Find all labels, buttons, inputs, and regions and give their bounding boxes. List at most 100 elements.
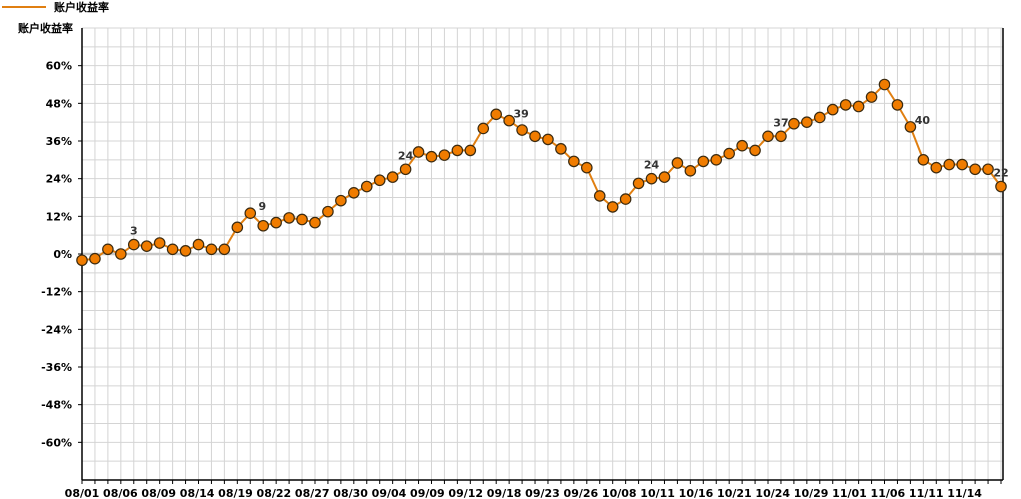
data-point	[89, 252, 101, 265]
data-point	[723, 147, 735, 160]
data-point	[982, 163, 994, 176]
data-point	[801, 116, 813, 128]
x-tick-label: 10/29	[794, 487, 829, 499]
x-tick-label: 11/11	[909, 487, 944, 499]
data-point	[205, 243, 218, 256]
x-tick-label: 08/22	[257, 487, 292, 499]
data-point	[348, 186, 360, 199]
data-point	[710, 154, 723, 166]
data-point	[826, 103, 839, 116]
y-tick-label: 48%	[46, 97, 72, 110]
data-label: 24	[398, 149, 414, 162]
x-tick-label: 09/18	[487, 487, 522, 499]
y-tick-label: -60%	[41, 436, 72, 449]
x-tick-label: 09/04	[372, 487, 407, 499]
data-point	[788, 117, 800, 130]
y-tick-label: -36%	[41, 361, 72, 374]
data-point	[516, 124, 528, 136]
data-point	[555, 143, 567, 155]
x-tick-label: 10/16	[679, 487, 714, 499]
x-tick-label: 09/26	[564, 487, 599, 499]
data-point	[762, 130, 774, 143]
data-point	[166, 243, 179, 256]
data-label: 40	[915, 114, 931, 127]
data-point	[179, 245, 192, 257]
data-point	[102, 243, 114, 256]
data-point	[115, 248, 127, 260]
data-point	[438, 149, 451, 161]
data-point	[606, 201, 619, 213]
data-point	[619, 193, 632, 205]
y-tick-label: 36%	[46, 135, 72, 148]
data-point	[749, 144, 761, 157]
data-point	[645, 172, 658, 185]
data-point	[542, 133, 554, 146]
data-point	[192, 238, 205, 251]
x-tick-label: 08/06	[103, 487, 138, 499]
data-point	[865, 91, 878, 103]
y-tick-label: -12%	[41, 286, 72, 299]
data-point	[451, 144, 464, 157]
data-point	[283, 212, 295, 224]
x-tick-label: 09/09	[410, 487, 445, 499]
y-tick-label: 24%	[46, 173, 72, 186]
y-axis-label: 账户收益率	[18, 22, 73, 35]
data-point	[270, 216, 282, 229]
data-point	[490, 108, 502, 121]
y-tick-label: -24%	[41, 323, 72, 336]
data-point	[76, 254, 88, 267]
data-point	[593, 190, 606, 202]
data-label: 39	[513, 108, 528, 121]
x-tick-label: 08/09	[141, 487, 176, 499]
data-point	[477, 122, 490, 135]
data-point	[399, 163, 412, 176]
data-point	[671, 157, 684, 169]
data-point	[257, 219, 270, 232]
data-point	[969, 163, 981, 176]
x-tick-label: 11/06	[871, 487, 906, 499]
data-point	[956, 158, 968, 171]
data-point	[140, 240, 153, 252]
data-label: 3	[130, 225, 138, 238]
data-point	[891, 99, 904, 111]
data-point	[127, 238, 140, 251]
data-point	[322, 205, 334, 218]
y-tick-label: 60%	[46, 60, 72, 73]
data-point	[373, 174, 386, 187]
data-point	[503, 114, 515, 127]
data-label: 9	[258, 200, 266, 213]
x-tick-label: 09/23	[525, 487, 560, 499]
data-point	[464, 144, 477, 157]
data-point	[736, 139, 748, 152]
x-tick-label: 08/14	[180, 487, 215, 499]
data-point	[995, 180, 1007, 193]
data-point	[231, 221, 244, 234]
data-point	[684, 165, 697, 177]
data-point	[930, 161, 943, 174]
data-point	[296, 213, 308, 226]
data-point	[697, 155, 710, 168]
data-point	[309, 216, 321, 229]
legend: 账户收益率	[2, 0, 109, 14]
data-point	[360, 180, 373, 193]
legend-swatch	[2, 6, 46, 8]
x-tick-label: 08/30	[333, 487, 368, 499]
data-point	[244, 207, 257, 219]
x-tick-label: 11/01	[832, 487, 867, 499]
data-point	[904, 121, 917, 133]
data-point	[218, 243, 231, 256]
data-point	[878, 78, 891, 91]
x-tick-label: 10/08	[602, 487, 637, 499]
data-point	[839, 99, 852, 111]
x-tick-label: 11/14	[947, 487, 982, 499]
data-point	[153, 237, 166, 249]
y-tick-label: 12%	[46, 210, 72, 223]
data-label: 24	[644, 159, 660, 172]
data-point	[658, 171, 671, 183]
data-point	[917, 154, 930, 166]
x-tick-label: 09/12	[448, 487, 483, 499]
data-point	[335, 194, 347, 207]
x-tick-label: 10/24	[755, 487, 790, 499]
data-point	[852, 100, 865, 113]
